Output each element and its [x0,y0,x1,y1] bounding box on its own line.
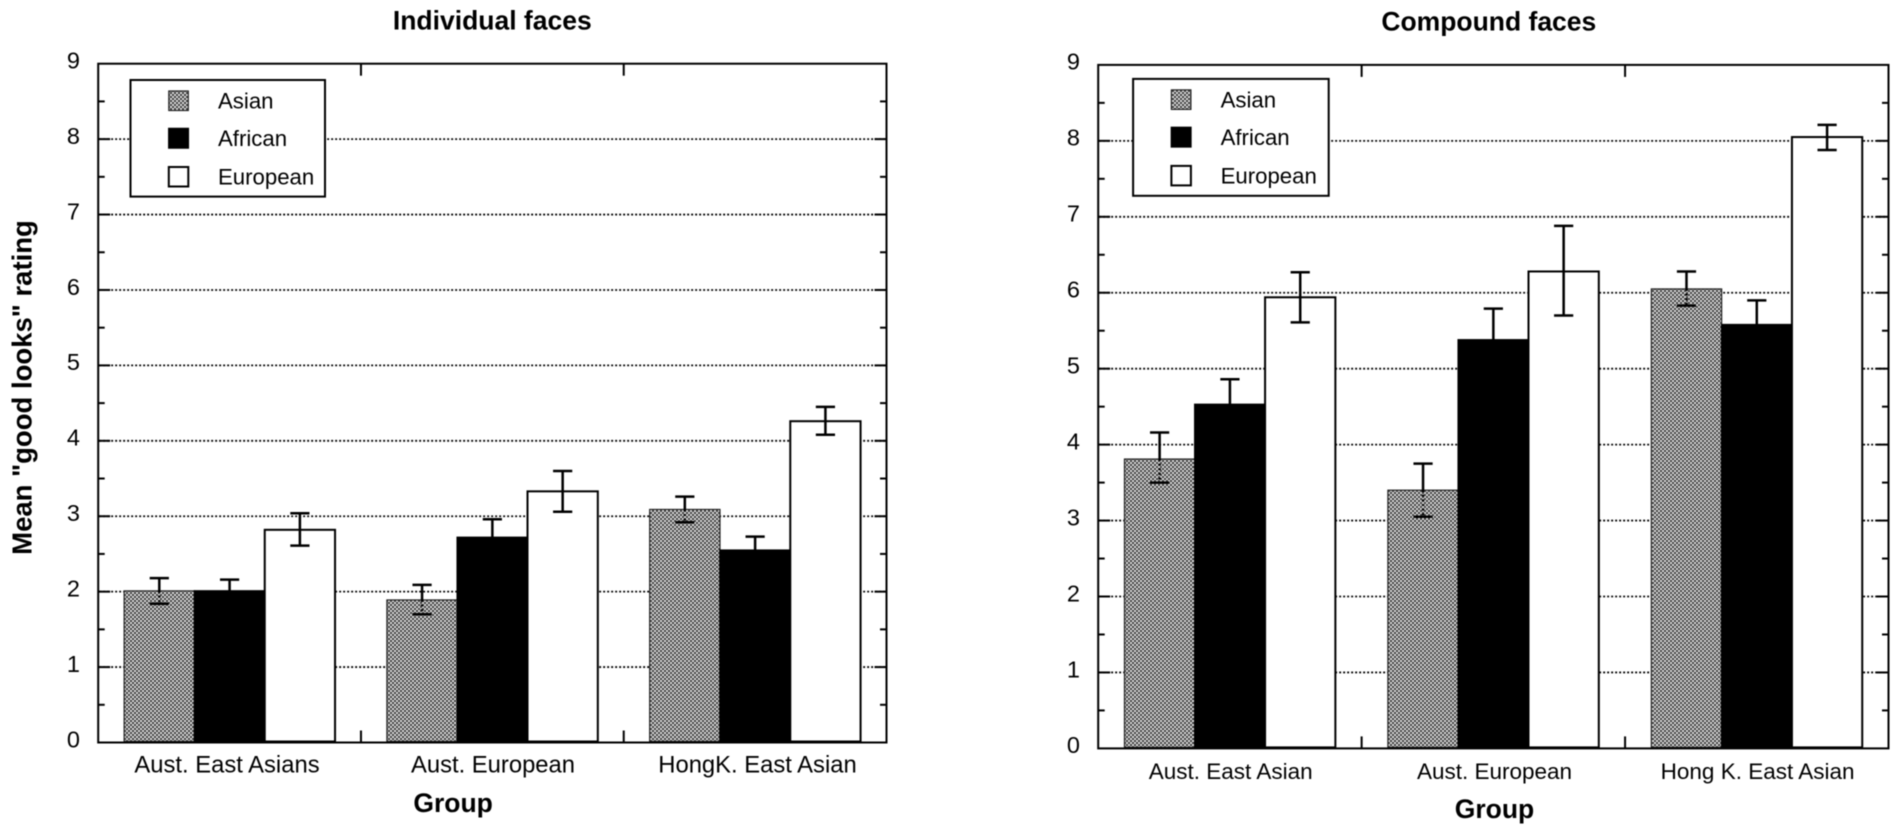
svg-text:7: 7 [67,198,80,224]
svg-text:5: 5 [1067,352,1080,378]
svg-text:1: 1 [1067,656,1080,682]
svg-text:HongK. East Asian: HongK. East Asian [658,751,856,778]
svg-text:African: African [218,126,287,151]
svg-text:Compound faces: Compound faces [1381,7,1596,37]
svg-text:6: 6 [1067,277,1080,303]
svg-text:8: 8 [67,123,80,149]
svg-text:9: 9 [1067,49,1080,75]
svg-text:0: 0 [1067,732,1080,758]
svg-text:European: European [218,164,314,189]
svg-text:European: European [1221,163,1317,188]
svg-text:Group: Group [413,788,493,818]
svg-text:3: 3 [67,500,80,526]
svg-text:5: 5 [67,349,80,375]
svg-text:4: 4 [67,425,80,451]
svg-text:8: 8 [1067,125,1080,151]
svg-text:Aust. European: Aust. European [1417,759,1572,784]
svg-text:1: 1 [67,651,80,677]
svg-text:Group: Group [1455,794,1535,824]
svg-text:Hong K. East Asian: Hong K. East Asian [1661,759,1855,784]
svg-text:7: 7 [1067,201,1080,227]
svg-text:Asian: Asian [1221,87,1277,112]
svg-text:9: 9 [67,48,80,74]
svg-text:Aust. East Asians: Aust. East Asians [134,751,319,778]
svg-text:3: 3 [1067,504,1080,530]
svg-text:6: 6 [67,274,80,300]
svg-text:Mean "good looks" rating: Mean "good looks" rating [7,220,38,555]
svg-text:Aust. East Asian: Aust. East Asian [1149,759,1313,784]
svg-text:2: 2 [67,575,80,601]
svg-text:Aust. European: Aust. European [411,751,575,778]
svg-text:African: African [1221,125,1290,150]
svg-text:2: 2 [1067,580,1080,606]
svg-text:Asian: Asian [218,88,274,113]
svg-text:Individual faces: Individual faces [393,6,592,36]
svg-text:4: 4 [1067,428,1080,454]
svg-text:0: 0 [67,726,80,752]
